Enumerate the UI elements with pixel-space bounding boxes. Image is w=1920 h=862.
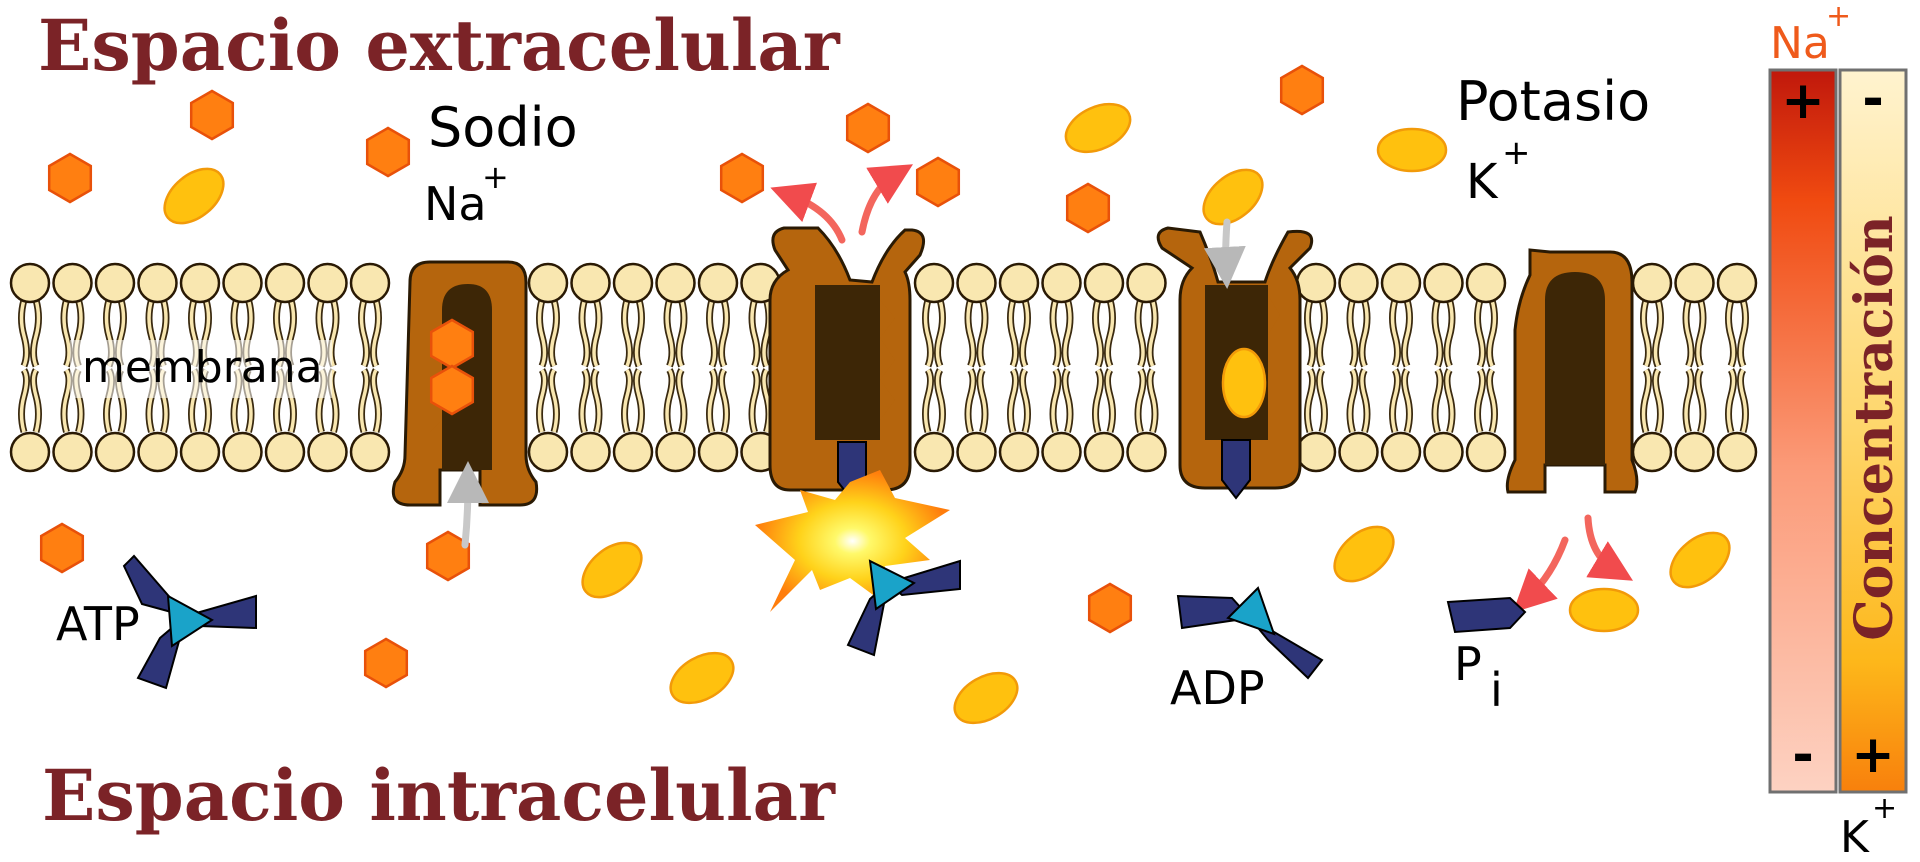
sodium-name-label: Sodio	[428, 96, 578, 159]
sodium-ion	[39, 522, 85, 574]
potassium-gradient-bar	[1838, 68, 1908, 794]
phospholipid	[1083, 262, 1125, 473]
potassium-ion	[1669, 531, 1731, 589]
potassium-name-label: Potasio	[1456, 70, 1650, 133]
intracellular-title: Espacio intracelular	[42, 754, 836, 837]
sodium-ion	[1279, 64, 1325, 116]
sodium-ion	[365, 126, 411, 178]
gradient-sodium-charge: +	[1826, 0, 1851, 34]
extracellular-title: Espacio extracelular	[38, 4, 841, 87]
phospholipid	[998, 262, 1040, 473]
potassium-ion	[669, 651, 735, 705]
adp-molecule	[1176, 586, 1324, 680]
sodium-ion	[425, 530, 471, 582]
phospholipid	[570, 262, 611, 473]
atp-molecule-at-pump	[846, 559, 961, 657]
phospholipid	[913, 262, 955, 473]
potassium-exit-arrow-left	[1512, 536, 1569, 613]
potassium-ion	[1568, 587, 1640, 633]
sodium-ion	[1065, 182, 1111, 234]
sodium-entry-arrow	[446, 461, 489, 549]
atp-molecule	[122, 554, 257, 690]
sodium-charge-label: +	[482, 158, 509, 196]
gradient-potassium-charge: +	[1872, 791, 1897, 826]
sodium-exit-arrow-left	[770, 182, 846, 244]
sodium-ion	[429, 318, 475, 370]
gradient-sodium-label: Na	[1770, 18, 1830, 69]
sodium-ion	[189, 89, 235, 141]
potassium-symbol-label: K	[1466, 154, 1499, 210]
phosphate-subscript: i	[1490, 663, 1503, 717]
lipid-bilayer	[9, 262, 1758, 473]
sodium-ion	[363, 637, 409, 689]
phospholipid	[349, 262, 391, 473]
flow-arrows	[446, 164, 1634, 613]
phospholipid	[697, 262, 739, 473]
phospholipid	[1295, 262, 1337, 473]
concentration-title: Concentración	[1844, 215, 1905, 640]
membrane-label: membrana	[82, 342, 323, 393]
potassium-charge-label: +	[1502, 133, 1531, 173]
sodium-ion	[47, 152, 93, 204]
membrane-label-bg	[70, 340, 332, 398]
potassium-ion	[1333, 525, 1395, 583]
energy-burst	[755, 470, 950, 612]
phospholipid	[1716, 262, 1758, 473]
sodium-low-sign: -	[1792, 725, 1814, 785]
phospholipid	[1041, 262, 1082, 473]
potassium-ion	[581, 541, 643, 599]
sodium-gradient-bar	[1768, 68, 1838, 794]
gradient-potassium-label: K	[1840, 812, 1870, 862]
sodium-ion	[915, 156, 961, 208]
potassium-low-sign: -	[1862, 69, 1884, 129]
potassium-high-sign: +	[1851, 725, 1895, 785]
phospholipid	[1674, 262, 1715, 473]
phospholipid	[1465, 262, 1507, 473]
phospholipid	[1126, 262, 1167, 473]
sodium-ion	[429, 364, 475, 416]
concentration-gradient: + - - + Concentración Na + K +	[1768, 0, 1908, 862]
phospholipid	[527, 262, 569, 473]
phospholipid	[9, 262, 51, 473]
sodium-symbol-label: Na	[424, 177, 487, 231]
potassium-ion	[1064, 102, 1132, 154]
sodium-ion	[719, 152, 765, 204]
sodium-ion	[845, 102, 891, 154]
atp-label: ATP	[56, 597, 140, 651]
phosphate-molecule	[1446, 596, 1527, 634]
potassium-ion	[1202, 168, 1264, 226]
adp-label: ADP	[1170, 661, 1265, 715]
potassium-entry-arrow	[1203, 218, 1246, 289]
phosphate-label: P	[1454, 637, 1482, 691]
phospholipid	[956, 262, 997, 473]
pump-protein-state-4	[1505, 248, 1639, 494]
phospholipid	[1423, 262, 1464, 473]
potassium-ion	[1221, 347, 1267, 419]
phospholipid	[1380, 262, 1422, 473]
phospholipid	[179, 262, 221, 473]
potassium-ion	[953, 671, 1019, 725]
sodium-ion	[1087, 582, 1133, 634]
pump-protein-state-2	[768, 226, 926, 502]
sodium-high-sign: +	[1781, 71, 1825, 131]
potassium-ion	[163, 167, 225, 225]
potassium-ion	[1376, 127, 1448, 173]
phospholipid	[1631, 262, 1673, 473]
sodium-exit-arrow-right	[858, 164, 914, 236]
phospholipid	[655, 262, 696, 473]
phospholipid	[612, 262, 654, 473]
potassium-exit-arrow-right	[1584, 514, 1634, 581]
phospholipid	[1338, 262, 1379, 473]
